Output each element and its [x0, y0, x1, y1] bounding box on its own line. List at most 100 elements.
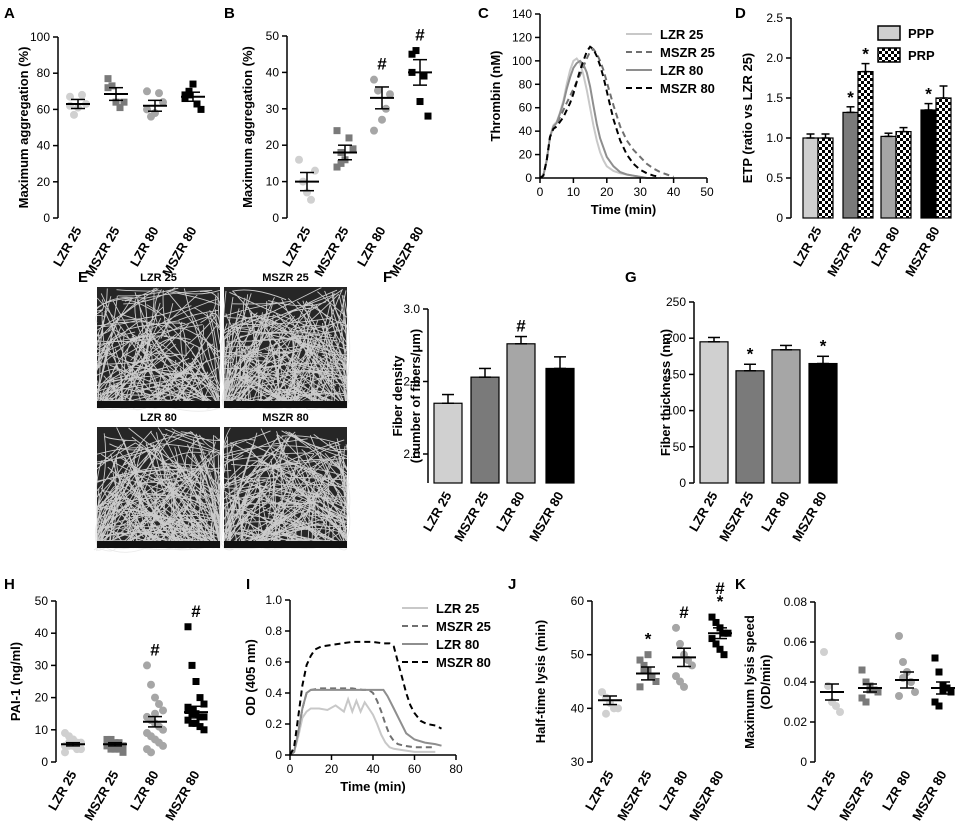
x-category-label: MSZR 80	[526, 489, 566, 544]
y-tick-label: 140	[512, 7, 532, 21]
y-tick-label: 0	[41, 755, 48, 769]
data-point	[688, 661, 696, 670]
data-point	[412, 47, 420, 55]
data-point	[899, 658, 907, 666]
data-point	[712, 618, 720, 626]
data-point	[151, 709, 159, 718]
x-category-label: MSZR 25	[614, 768, 654, 823]
data-point	[196, 713, 204, 721]
data-point	[188, 710, 196, 718]
y-tick-label: 3.0	[403, 302, 420, 316]
panel-label: D	[735, 5, 746, 22]
bar	[433, 402, 463, 484]
data-point	[640, 661, 648, 669]
x-category-label: LZR 80	[879, 768, 914, 813]
y-tick-label: 0.6	[265, 655, 282, 669]
y-tick-label: 80	[519, 77, 533, 91]
y-axis-label: Maximum aggregation (%)	[16, 47, 31, 209]
bar-prp	[935, 97, 952, 219]
x-axis-label: Time (min)	[591, 202, 657, 217]
y-axis-label: Fiber density	[390, 355, 405, 437]
legend-label: LZR 25	[660, 27, 703, 42]
series-line	[289, 696, 436, 756]
data-point	[295, 155, 303, 164]
data-point	[107, 735, 115, 743]
y-axis-label: Maximum aggregation (%)	[240, 46, 255, 208]
y-tick-label: 0.06	[784, 635, 808, 649]
x-tick-label: 40	[667, 185, 681, 199]
y-tick-label: 250	[666, 295, 686, 309]
y-tick-label: 40	[519, 124, 533, 138]
legend-label: MSZR 25	[660, 45, 715, 60]
panel-label: B	[224, 5, 235, 22]
data-point	[112, 98, 120, 106]
data-point	[159, 725, 167, 734]
x-axis-label: Time (min)	[340, 779, 406, 794]
data-point	[370, 75, 378, 84]
y-tick-label: 20	[35, 691, 49, 705]
y-tick-label: 40	[35, 626, 49, 640]
data-point	[200, 700, 208, 708]
data-point	[185, 87, 193, 95]
y-tick-label: 2.0	[766, 51, 783, 65]
data-point	[147, 680, 155, 689]
y-tick-label: 100	[512, 54, 532, 68]
data-point	[78, 90, 86, 99]
data-point	[333, 127, 341, 135]
y-tick-label: 60	[37, 102, 51, 116]
data-point	[155, 89, 163, 98]
data-point	[716, 645, 724, 653]
x-category-label: MSZR 80	[909, 768, 949, 823]
data-point	[61, 748, 69, 757]
data-point	[349, 145, 357, 153]
y-tick-label: 0.4	[265, 686, 282, 700]
data-point	[181, 91, 189, 99]
x-category-label: MSZR 25	[311, 224, 351, 279]
y-tick-label: 0	[43, 211, 50, 225]
y-tick-label: 0	[525, 171, 532, 185]
data-point	[895, 632, 903, 640]
panel-label: C	[478, 5, 489, 22]
data-point	[192, 678, 200, 685]
significance-marker: #	[679, 603, 689, 622]
bar-prp	[817, 137, 834, 219]
y-tick-label: 80	[37, 66, 51, 80]
bar	[771, 349, 801, 484]
x-category-label: LZR 25	[686, 489, 721, 534]
significance-marker: *	[645, 630, 652, 649]
data-point	[824, 682, 832, 690]
data-point	[820, 648, 828, 656]
data-point	[119, 742, 127, 750]
panel-label: F	[383, 269, 392, 286]
series-line	[539, 47, 674, 179]
y-tick-label: 50	[266, 29, 280, 43]
x-tick-label: 0	[287, 762, 294, 776]
sem-micrograph	[95, 287, 221, 412]
data-point	[416, 98, 424, 106]
x-tick-label: 10	[567, 185, 581, 199]
x-category-label: MSZR 25	[824, 224, 864, 279]
significance-marker: #	[191, 602, 201, 621]
sem-micrograph	[93, 427, 224, 553]
data-point	[196, 723, 204, 731]
x-tick-label: 20	[600, 185, 614, 199]
y-tick-label: 30	[35, 658, 49, 672]
y-tick-label: 50	[673, 440, 687, 454]
x-category-label: LZR 80	[127, 224, 162, 269]
significance-marker: *	[862, 45, 869, 64]
significance-marker: *	[847, 88, 854, 107]
data-point	[858, 666, 866, 674]
y-tick-label: 2.0	[403, 447, 420, 461]
micrograph-title: MSZR 25	[262, 272, 308, 284]
fibrin-fibers	[220, 287, 351, 411]
data-point	[184, 623, 192, 631]
fibrin-fibers	[220, 427, 351, 551]
y-axis-label: PAI-1 (ng/ml)	[8, 642, 23, 721]
x-category-label: MSZR 25	[82, 224, 122, 279]
x-tick-label: 20	[325, 762, 339, 776]
legend-swatch	[877, 47, 901, 63]
bar-ppp	[842, 111, 859, 219]
significance-marker: #	[415, 26, 425, 45]
data-point	[143, 87, 151, 96]
data-point	[155, 700, 163, 709]
